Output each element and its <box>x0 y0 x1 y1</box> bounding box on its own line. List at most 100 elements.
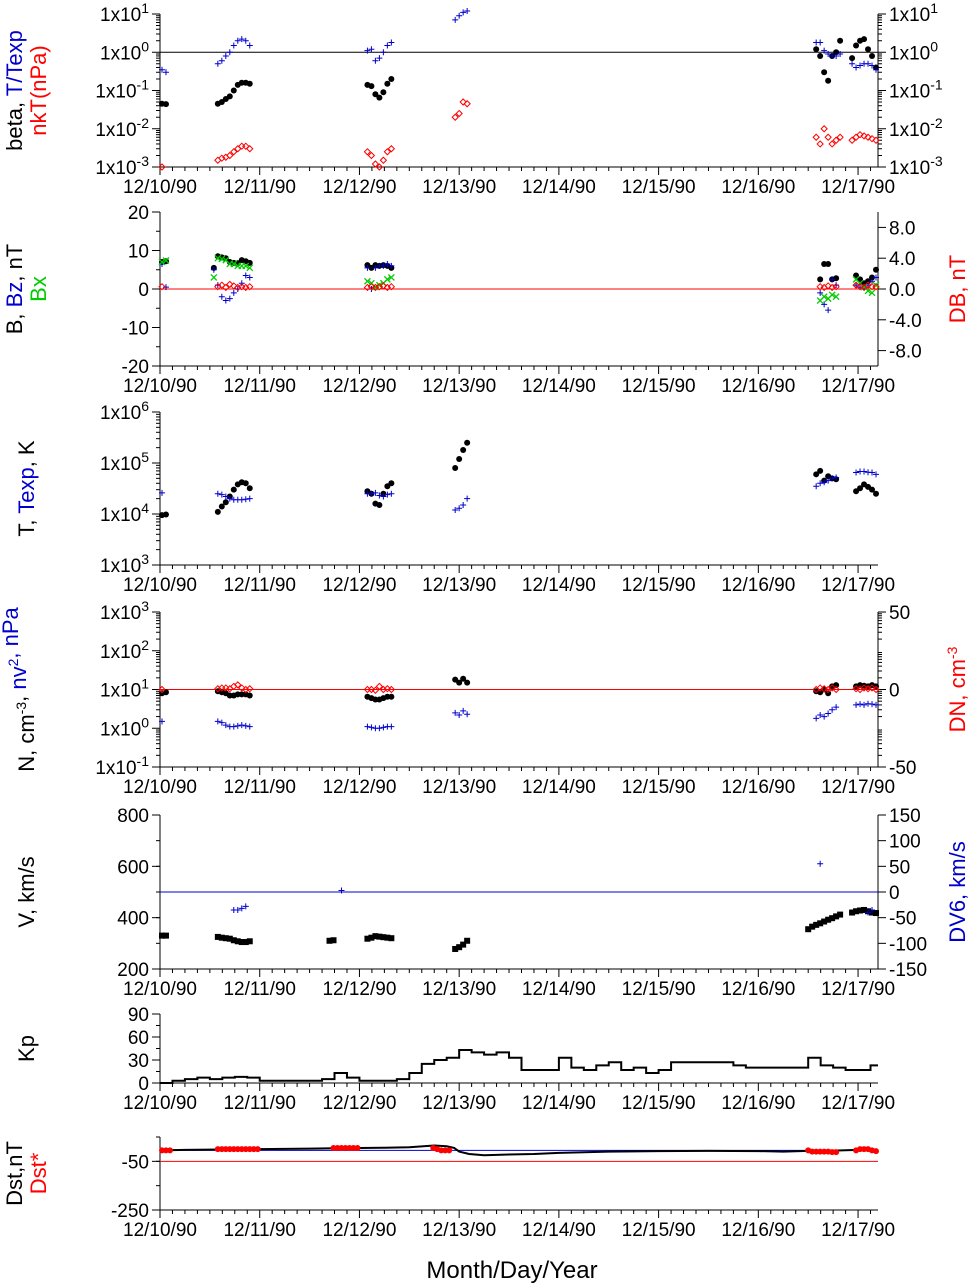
x-tick-label: 12/15/90 <box>622 575 696 596</box>
kp-step-line <box>160 1049 878 1084</box>
data-point <box>837 911 844 918</box>
data-point <box>376 55 383 62</box>
data-point <box>387 145 396 153</box>
data-point <box>222 52 229 59</box>
data-point <box>853 64 860 71</box>
data-point <box>242 722 249 729</box>
data-point <box>238 684 246 692</box>
data-point <box>813 46 820 53</box>
y-tick-label: 90 <box>128 1005 149 1026</box>
data-point <box>456 505 463 512</box>
series-T <box>158 439 880 519</box>
data-point <box>379 282 388 290</box>
x-tick-label: 12/12/90 <box>322 1093 396 1114</box>
series-Dst* <box>158 1144 880 1156</box>
data-point <box>388 723 395 730</box>
data-point <box>246 42 253 49</box>
x-tick-label: 12/16/90 <box>721 575 795 596</box>
series-DB <box>158 280 880 292</box>
data-point <box>873 471 880 478</box>
data-point <box>222 493 229 500</box>
data-point <box>455 109 463 118</box>
y-right-tick-label: -100 <box>889 934 927 955</box>
y-tick-label: 1x10-2 <box>95 115 149 141</box>
data-point <box>849 55 856 62</box>
data-point <box>868 684 876 692</box>
data-point <box>817 860 824 867</box>
data-point <box>829 475 836 482</box>
data-point <box>214 718 221 725</box>
data-point <box>833 913 840 920</box>
data-point <box>820 125 828 133</box>
y-axis-title-line: Dst,nT <box>2 1141 27 1206</box>
data-point <box>828 684 836 692</box>
data-point <box>383 275 391 283</box>
x-tick-label: 12/11/90 <box>223 1093 296 1114</box>
x-tick-label: 12/11/90 <box>223 1220 296 1241</box>
data-point <box>380 262 387 269</box>
data-point <box>383 685 392 693</box>
data-point <box>367 282 376 291</box>
data-point <box>338 887 345 894</box>
series-V <box>158 906 880 952</box>
data-point <box>162 689 169 696</box>
y-tick-label: -10 <box>122 319 149 340</box>
data-point <box>832 685 840 694</box>
data-point <box>364 723 371 730</box>
data-point <box>460 446 467 453</box>
data-point <box>821 713 828 720</box>
y-axis-title-line: N, cm-3, nv2, nPa <box>0 606 39 771</box>
data-point <box>226 49 233 56</box>
data-point <box>446 1147 453 1154</box>
y-right-tick-label: 1x100 <box>889 38 938 64</box>
data-point <box>460 502 467 509</box>
data-point <box>824 133 832 141</box>
data-point <box>463 100 471 108</box>
data-point <box>857 62 864 69</box>
data-point <box>158 718 165 725</box>
y-right-tick-label: -8.0 <box>889 342 922 363</box>
data-point <box>452 506 459 513</box>
data-point <box>246 723 253 730</box>
y-tick-label: -250 <box>111 1201 149 1222</box>
x-tick-label: 12/11/90 <box>223 177 296 198</box>
x-tick-label: 12/10/90 <box>123 777 197 798</box>
panel-B: 12/10/90 12/11/90 12/12/90 12/13/90 12/14/90… <box>2 203 970 397</box>
data-point <box>464 711 471 718</box>
data-point <box>222 283 230 292</box>
panel-V: 12/10/90 12/11/90 12/12/90 12/13/90 12/14/90… <box>14 806 970 1000</box>
data-point <box>456 711 463 718</box>
data-point <box>825 77 832 84</box>
y-tick-label: 1x10-1 <box>95 753 149 779</box>
data-point <box>230 723 237 730</box>
data-point <box>372 91 379 98</box>
data-point <box>383 283 392 292</box>
x-tick-label: 12/15/90 <box>622 777 696 798</box>
data-point <box>388 490 395 497</box>
y-right-tick-label: 1x10-2 <box>889 115 943 141</box>
data-point <box>829 706 836 713</box>
data-point <box>226 935 233 942</box>
data-point <box>387 273 395 281</box>
y-axis-title: T, Texp, K <box>14 440 39 537</box>
data-point <box>388 39 395 46</box>
y-tick-label: 1x10-3 <box>95 153 149 179</box>
data-point <box>246 938 253 945</box>
data-point <box>456 944 463 951</box>
data-point <box>832 136 840 144</box>
data-point <box>869 701 876 708</box>
data-point <box>388 480 395 487</box>
data-point <box>218 154 226 162</box>
data-point <box>869 62 876 69</box>
y-axis-title-line: Kp <box>14 1035 39 1062</box>
data-point <box>380 724 387 731</box>
y-axis-title-line: nkT(nPa) <box>26 45 51 135</box>
x-tick-label: 12/14/90 <box>522 1220 596 1241</box>
data-point <box>825 260 832 267</box>
data-point <box>375 282 384 291</box>
data-point <box>861 36 868 43</box>
y-axis-title-line: B, Bz, nT <box>2 244 27 335</box>
data-point <box>864 685 872 693</box>
x-tick-label: 12/11/90 <box>223 575 296 596</box>
